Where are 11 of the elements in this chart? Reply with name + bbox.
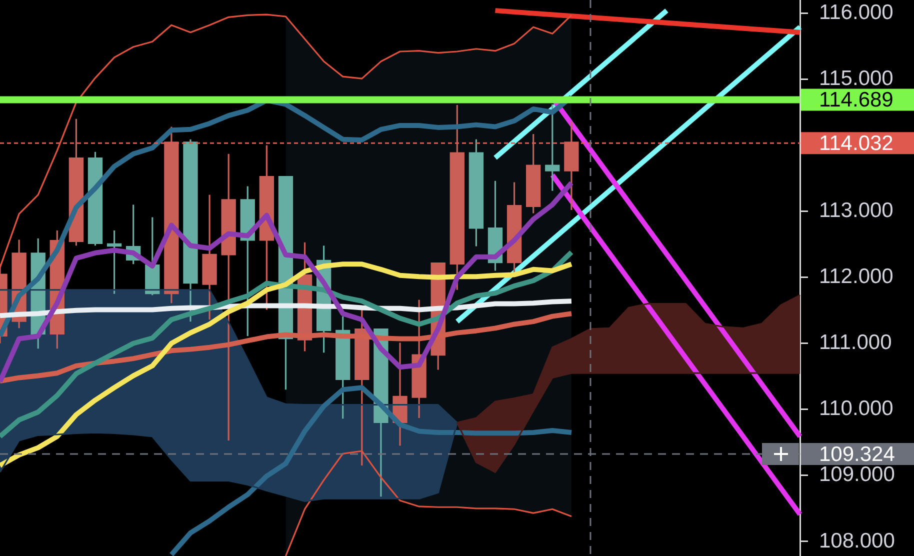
y-tick-label: 112.000 — [819, 265, 894, 288]
y-tick-label: 113.000 — [819, 199, 894, 222]
y-tick-label: 111.000 — [819, 331, 892, 354]
y-tick-label: 109.000 — [819, 463, 895, 486]
ref-line-label: 109.324 — [819, 442, 896, 466]
ref-line-label: 114.689 — [819, 88, 894, 112]
ref-line-label: 114.032 — [819, 132, 894, 155]
y-tick-label: 108.000 — [819, 529, 895, 552]
y-tick-label: 116.000 — [819, 1, 894, 24]
y-tick-label: 115.000 — [819, 67, 894, 90]
y-tick-label: 110.000 — [819, 397, 894, 420]
